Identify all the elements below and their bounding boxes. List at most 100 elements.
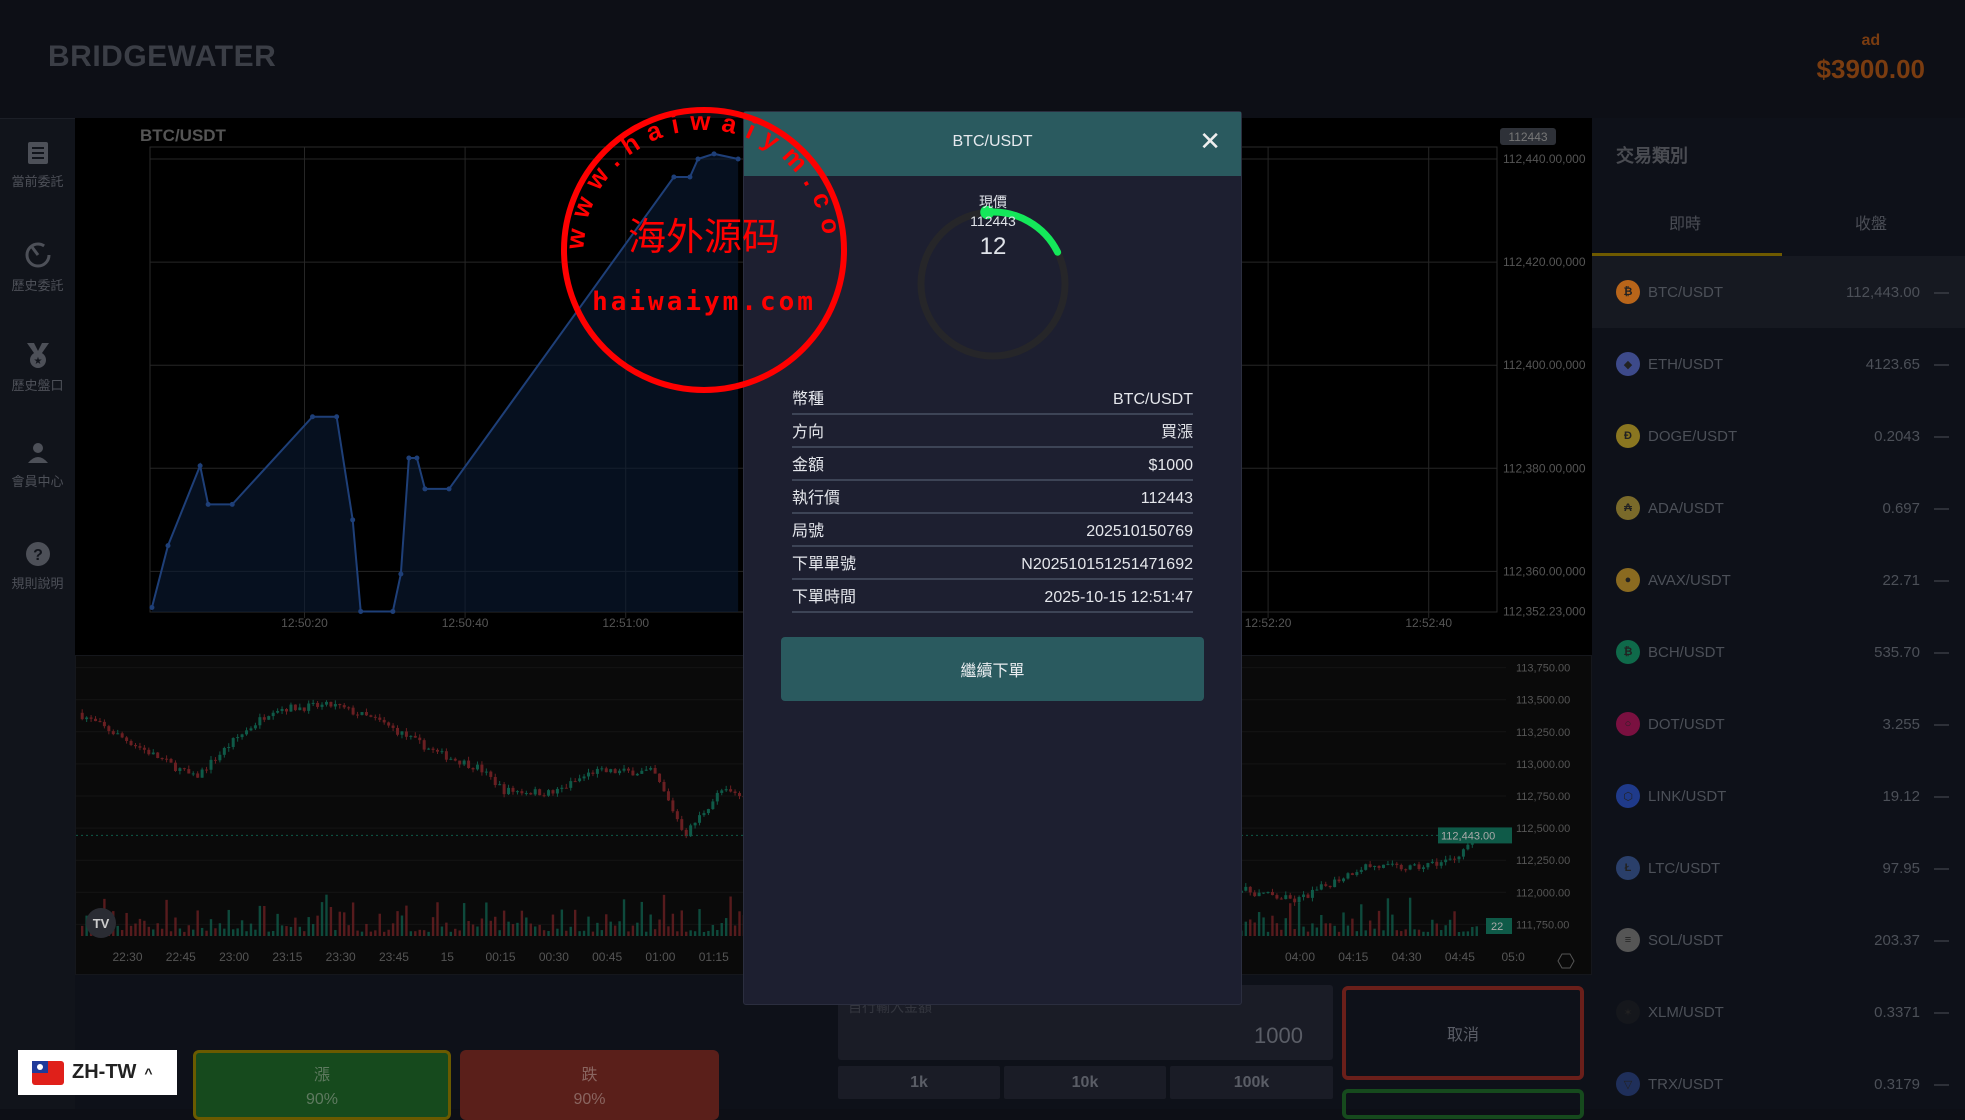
volume-bar <box>729 896 732 936</box>
pair-row[interactable]: ✶ XLM/USDT 0.3371 — <box>1592 976 1965 1048</box>
pair-row[interactable]: ≡ SOL/USDT 203.37 — <box>1592 904 1965 976</box>
tradingview-logo[interactable]: TV <box>86 908 116 938</box>
candle-body <box>311 702 315 704</box>
preset-100k-button[interactable]: 100k <box>1170 1066 1333 1099</box>
preset-1k-button[interactable]: 1k <box>838 1066 1000 1099</box>
volume-bar <box>591 931 595 936</box>
sidebar-item-rules[interactable]: ? 規則說明 <box>0 541 75 592</box>
tab-closing[interactable]: 收盤 <box>1854 216 1887 233</box>
volume-bar <box>507 921 510 936</box>
pair-change: — <box>1934 931 1949 949</box>
volume-bar <box>1422 931 1425 936</box>
candle-body <box>444 751 448 760</box>
candle-body <box>302 707 306 711</box>
candle-body <box>1453 858 1457 860</box>
countdown-seconds: 12 <box>979 233 1007 260</box>
volume-bar <box>440 926 444 936</box>
y-tick-label: 112,750.00 <box>1516 791 1570 803</box>
candle-body <box>453 758 457 761</box>
volume-bar <box>511 924 515 936</box>
close-icon[interactable]: ✕ <box>1199 126 1221 156</box>
cancel-button[interactable]: 取消 <box>1342 986 1584 1080</box>
candle-body <box>569 781 573 788</box>
x-tick-label: 04:15 <box>1338 950 1368 964</box>
candle-body <box>653 768 657 774</box>
pair-row[interactable]: ₿ BTC/USDT 112,443.00 — <box>1592 256 1965 328</box>
tab-realtime[interactable]: 即時 <box>1668 216 1701 233</box>
volume-bar <box>174 917 177 936</box>
pair-row[interactable]: ⬡ LINK/USDT 19.12 — <box>1592 760 1965 832</box>
candle-body <box>1413 864 1417 866</box>
countdown-dot <box>980 206 995 220</box>
pair-name: LINK/USDT <box>1648 787 1727 805</box>
candle-body <box>587 772 591 777</box>
volume-bar <box>445 922 448 936</box>
x-tick-label: 00:15 <box>486 950 516 964</box>
candle-body <box>613 769 617 774</box>
volume-bar <box>671 913 675 936</box>
pair-row[interactable]: ₳ ADA/USDT 0.697 — <box>1592 472 1965 544</box>
candle-body <box>1439 862 1443 866</box>
volume-bar <box>538 924 541 936</box>
watermark-stamp: www.haiwaiym.com 海外源码 haiwaiym.com <box>554 100 847 393</box>
x-tick-label: 23:00 <box>219 950 249 964</box>
volume-bar <box>454 928 457 936</box>
pair-row[interactable]: Ł LTC/USDT 97.95 — <box>1592 832 1965 904</box>
pair-row[interactable]: ○ DOT/USDT 3.255 — <box>1592 688 1965 760</box>
volume-bar <box>556 928 559 936</box>
candle-body <box>1364 864 1368 870</box>
pair-name: AVAX/USDT <box>1648 571 1731 589</box>
volume-bar <box>391 923 395 936</box>
pair-change: — <box>1934 859 1949 877</box>
candle-body <box>440 751 444 753</box>
candle-body <box>1319 884 1323 890</box>
volume-bar <box>1315 927 1319 936</box>
candle-body <box>249 728 253 731</box>
volume-bar <box>218 923 222 936</box>
volume-bar <box>1284 918 1287 936</box>
confirm-button[interactable] <box>1342 1089 1584 1119</box>
preset-10k-button[interactable]: 10k <box>1004 1066 1166 1099</box>
volume-bar <box>125 912 128 936</box>
volume-bar <box>280 925 284 936</box>
pair-row[interactable]: ₿ BCH/USDT 535.70 — <box>1592 616 1965 688</box>
volume-bar <box>1346 925 1350 936</box>
detail-key: 執行價 <box>792 490 841 507</box>
sidebar-item-member-center[interactable]: 會員中心 <box>0 441 75 490</box>
sidebar-item-current-orders[interactable]: 當前委託 <box>0 141 75 190</box>
pair-row[interactable]: ● AVAX/USDT 22.71 — <box>1592 544 1965 616</box>
detail-value: 202510150769 <box>1086 523 1193 540</box>
sidebar-item-market-history[interactable]: ★ 歷史盤口 <box>0 341 75 394</box>
pair-row[interactable]: ▽ TRX/USDT 0.3179 — <box>1592 1048 1965 1120</box>
continue-order-button[interactable]: 繼續下單 <box>781 637 1204 701</box>
detail-row: 下單時間 2025-10-15 12:51:47 <box>792 580 1193 613</box>
volume-bar <box>1364 930 1367 936</box>
volume-bar <box>205 930 208 936</box>
candle-body <box>1288 895 1292 899</box>
volume-bar <box>485 902 488 936</box>
candle-body <box>289 704 293 712</box>
candle-body <box>1333 879 1337 888</box>
language-selector[interactable]: ZH-TW ^ <box>18 1050 177 1095</box>
data-point <box>687 174 693 180</box>
y-tick-label: 113,000.00 <box>1516 759 1570 771</box>
volume-bar <box>689 930 692 936</box>
x-tick-label: 22:30 <box>112 950 142 964</box>
candle-body <box>85 717 89 720</box>
volume-badge-text: 22 <box>1491 921 1503 933</box>
candle-body <box>218 754 222 761</box>
sidebar-item-label: 當前委託 <box>11 174 64 189</box>
fall-button[interactable]: 跌 90% <box>460 1050 719 1120</box>
account-balance[interactable]: ad $3900.00 <box>1817 32 1925 85</box>
amount-value: 1000 <box>1254 1023 1303 1048</box>
pair-name: BCH/USDT <box>1648 643 1725 661</box>
candle-body <box>720 790 724 793</box>
volume-bar <box>396 911 399 936</box>
rise-button[interactable]: 漲 90% <box>193 1050 451 1120</box>
pair-row[interactable]: ◆ ETH/USDT 4123.65 — <box>1592 328 1965 400</box>
sidebar-item-order-history[interactable]: 歷史委託 <box>0 241 75 294</box>
candle-body <box>1342 878 1346 882</box>
volume-bar <box>143 920 146 936</box>
pair-row[interactable]: Ð DOGE/USDT 0.2043 — <box>1592 400 1965 472</box>
candle-body <box>329 701 333 707</box>
